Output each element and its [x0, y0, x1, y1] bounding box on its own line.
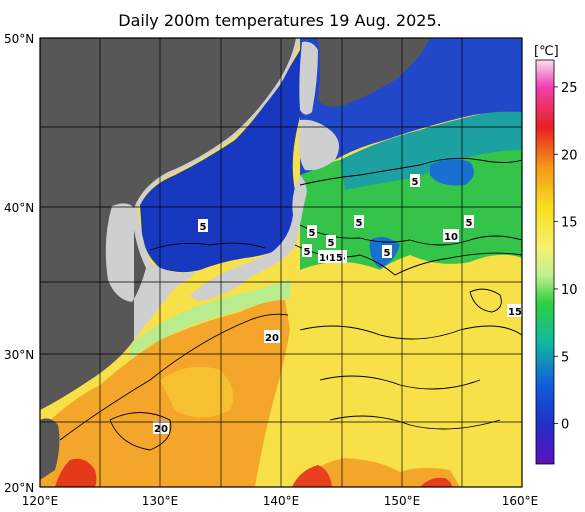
- contour-label: 5: [200, 222, 207, 233]
- contour-label: 5: [304, 247, 311, 258]
- warm-patch-south: [300, 458, 460, 487]
- contour-label: 5: [328, 238, 335, 249]
- colorbar-tick-label: 20: [561, 148, 578, 163]
- contour-label-box: [507, 304, 522, 317]
- contour-label-box: [264, 330, 280, 343]
- contour-labels: 5555555105510155202015: [153, 174, 522, 435]
- contour-label: 5: [384, 248, 391, 259]
- land-hokkaido: [298, 119, 339, 171]
- colorbar-tick-label: 10: [561, 283, 578, 298]
- lon-label-160: 160°E: [502, 494, 539, 508]
- lon-label-150: 150°E: [384, 494, 421, 508]
- colorbar: [℃] 25 20 15 10 5 0: [534, 44, 578, 465]
- contour-label-box: [307, 225, 317, 238]
- isotherm-central-2: [329, 415, 501, 430]
- contour-label: 15: [508, 307, 522, 318]
- contour-label: 5: [466, 218, 473, 229]
- contour-label-box: [443, 229, 459, 242]
- contour-label-box: [198, 219, 208, 232]
- out-of-domain-mask: [40, 38, 296, 410]
- lon-axis: 120°E 130°E 140°E 150°E 160°E: [22, 494, 539, 508]
- colorbar-tick-label: 0: [561, 418, 569, 433]
- plot-area: 5555555105510155202015: [40, 38, 522, 487]
- contour-label-box: [328, 250, 344, 263]
- contour-label-box: [354, 215, 364, 228]
- plot-frame: [39, 37, 523, 488]
- kuroshio-warm-region: [40, 300, 290, 487]
- isotherm-18: [299, 325, 522, 340]
- contour-label: 20: [154, 424, 168, 435]
- contour-label: 15: [329, 253, 343, 264]
- contour-label: 5: [412, 177, 419, 188]
- lat-label-40: 40°N: [4, 201, 34, 215]
- contour-label-box: [382, 245, 392, 258]
- transition-zone: [130, 280, 290, 360]
- isotherm-5: [299, 157, 522, 186]
- graticule: [40, 38, 522, 487]
- contour-label: 5: [309, 228, 316, 239]
- lon-label-140: 140°E: [263, 494, 300, 508]
- isotherm-central-1: [319, 375, 481, 390]
- lon-label-130: 130°E: [142, 494, 179, 508]
- contour-label-box: [326, 235, 336, 248]
- contour-label: 20: [265, 333, 279, 344]
- isotherm-10: [299, 224, 522, 246]
- map-title: Daily 200m temperatures 19 Aug. 2025.: [118, 11, 442, 30]
- land-japan: [190, 175, 307, 301]
- colorbar-tick-label: 5: [561, 350, 569, 365]
- contour-label: 10: [444, 232, 458, 243]
- sea-of-japan: [140, 40, 312, 273]
- hot-patch-south: [292, 465, 332, 487]
- colorbar-tick-label: 15: [561, 216, 578, 231]
- contour-label-box: [410, 174, 420, 187]
- out-of-domain-southwest: [40, 418, 60, 480]
- contour-label: 10: [319, 253, 333, 264]
- isotherm-20: [59, 313, 289, 441]
- warm-patch-central: [160, 366, 234, 418]
- lat-label-30: 30°N: [4, 348, 34, 362]
- lon-label-120: 120°E: [22, 494, 59, 508]
- lat-label-20: 20°N: [4, 481, 34, 495]
- colorbar-tick-label: 25: [561, 81, 578, 96]
- lat-label-50: 50°N: [4, 32, 34, 46]
- land-sakhalin: [299, 41, 318, 115]
- isotherm-south-warm: [109, 412, 172, 451]
- contour-label-box: [302, 244, 312, 257]
- contour-label: 5: [356, 218, 363, 229]
- lat-axis: 50°N 40°N 30°N 20°N: [4, 32, 34, 495]
- colorbar-unit: [℃]: [534, 44, 559, 59]
- colorbar-bar: [535, 59, 555, 465]
- oyashio-cold-region: [340, 110, 522, 190]
- isotherm-sea-of-japan: [149, 242, 266, 251]
- colorbar-ticks: 25 20 15 10 5 0: [554, 81, 578, 433]
- cold-eddy-east: [430, 159, 474, 186]
- contour-label-box: [464, 215, 474, 228]
- hot-patch-southwest: [55, 458, 97, 487]
- contour-label-box: [153, 421, 169, 434]
- hot-patch-southeast: [420, 477, 452, 487]
- isotherm-eddy: [469, 288, 502, 313]
